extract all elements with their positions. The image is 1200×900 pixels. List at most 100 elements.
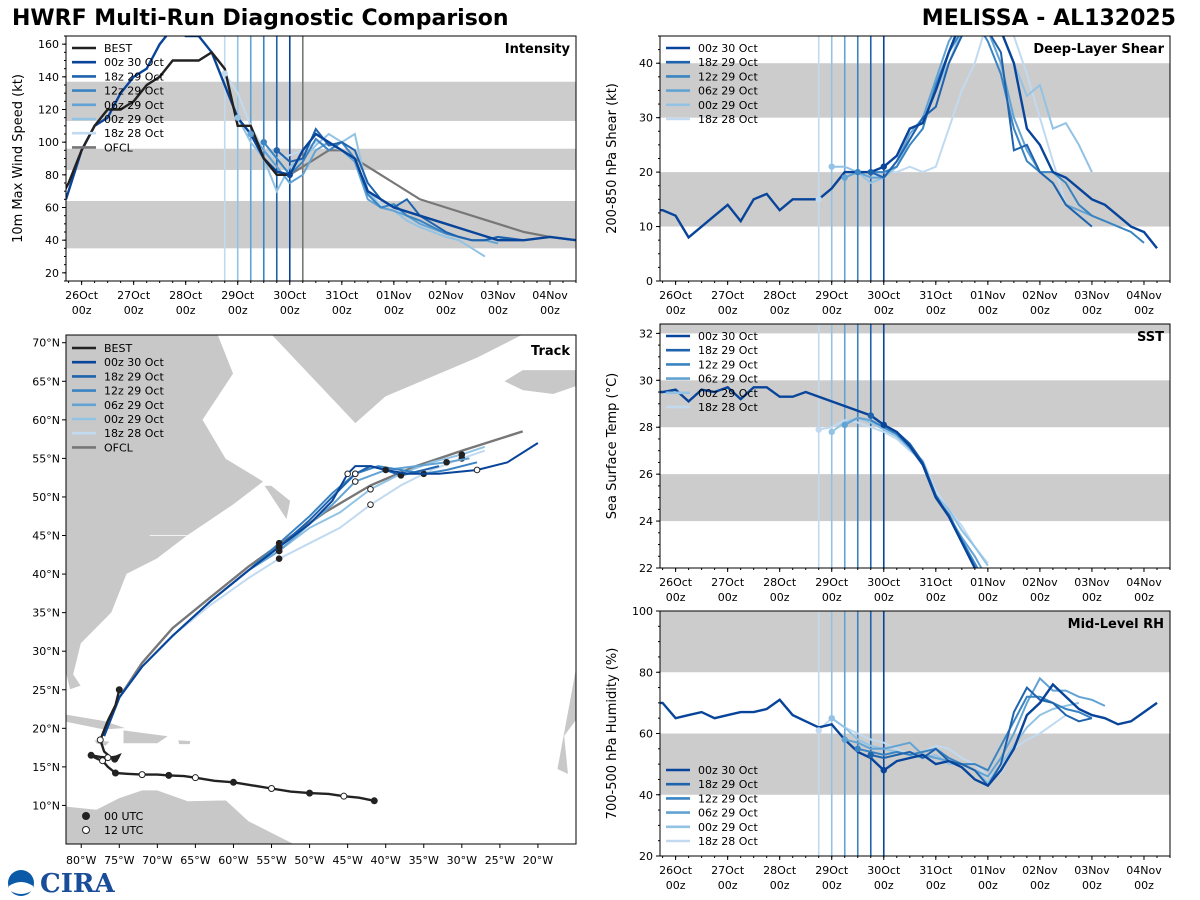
- shear-xtick-sublabel: 00z: [822, 304, 842, 317]
- shear-ylabel: 200-850 hPa Shear (kt): [605, 83, 620, 234]
- rh-title: Mid-Level RH: [1068, 617, 1164, 632]
- shear-xtick-sublabel: 00z: [718, 304, 738, 317]
- track-marker: [351, 470, 359, 478]
- track-legend-label: OFCL: [104, 441, 134, 454]
- track-ytick-label: 35°N: [32, 607, 60, 620]
- track-marker: [344, 470, 351, 478]
- track-marker: [382, 466, 390, 474]
- greenland-land: [270, 335, 523, 425]
- sst-xtick-label: 04Nov: [1126, 576, 1162, 589]
- shear-xtick-label: 01Nov: [970, 289, 1006, 302]
- intensity-ylabel: 10m Max Wind Speed (kt): [11, 74, 26, 243]
- intensity-ytick-label: 80: [45, 169, 59, 182]
- sst-legend-label: 12z 29 Oct: [698, 358, 758, 371]
- sst-xtick-sublabel: 00z: [822, 591, 842, 604]
- intensity-ytick-label: 20: [45, 267, 59, 280]
- shear-legend-label: 00z 30 Oct: [698, 42, 758, 55]
- noaa-wave-icon: [9, 882, 33, 894]
- track-marker-legend-symbol: [82, 826, 90, 834]
- rh-xtick-sublabel: 00z: [1134, 879, 1154, 892]
- rh-ytick-label: 60: [639, 728, 653, 741]
- intensity-ytick-label: 160: [38, 38, 59, 51]
- shear-shaded-band: [660, 63, 1170, 118]
- shear-legend-label: 06z 29 Oct: [698, 85, 758, 98]
- track-marker-legend-label: 12 UTC: [104, 824, 144, 837]
- shear-series-line: [660, 36, 1158, 250]
- africa-land: [556, 666, 576, 776]
- intensity-shaded-band: [66, 200, 576, 249]
- track-series-line: [103, 442, 539, 737]
- sst-init-point: [841, 421, 848, 429]
- shear-xtick-label: 04Nov: [1126, 289, 1162, 302]
- page-title: HWRF Multi-Run Diagnostic Comparison: [12, 6, 509, 31]
- intensity-legend-label: 00z 29 Oct: [104, 113, 164, 126]
- shear-shaded-band: [660, 172, 1170, 227]
- rh-series-line: [818, 714, 1067, 778]
- sst-panel: 22 24 26 28 30 32 26Oct 00z 27Oct 00z 28Oct 00z 29Oc…: [605, 323, 1171, 604]
- shear-ytick-label: 20: [639, 166, 653, 179]
- rh-ytick-label: 20: [639, 850, 653, 863]
- track-title: Track: [531, 344, 570, 359]
- intensity-legend-label: 18z 29 Oct: [104, 70, 164, 83]
- track-plot-area: [66, 335, 576, 844]
- rh-xtick-label: 04Nov: [1126, 864, 1162, 877]
- shear-xtick-sublabel: 00z: [1134, 304, 1154, 317]
- sst-legend-label: 00z 29 Oct: [698, 387, 758, 400]
- intensity-legend-label: OFCL: [104, 141, 134, 154]
- track-ytick-label: 20°N: [32, 722, 60, 735]
- rh-xtick-label: 29Oct: [815, 864, 849, 877]
- shear-title: Deep-Layer Shear: [1033, 42, 1164, 57]
- intensity-xtick-sublabel: 00z: [72, 304, 92, 317]
- track-xtick-label: 75°W: [104, 854, 134, 867]
- shear-xtick-label: 28Oct: [763, 289, 797, 302]
- track-panel: 80°W 75°W 70°W 65°W 60°W 55°W 50°W 45°W 40°W 35°W…: [32, 334, 577, 867]
- track-best-marker: [165, 771, 173, 779]
- rh-xtick-sublabel: 00z: [926, 879, 946, 892]
- rh-xtick-sublabel: 00z: [978, 879, 998, 892]
- rh-xtick-label: 30Oct: [867, 864, 901, 877]
- shear-xtick-sublabel: 00z: [926, 304, 946, 317]
- track-marker: [351, 478, 359, 485]
- rh-xtick-label: 01Nov: [970, 864, 1006, 877]
- track-best-marker: [138, 771, 146, 779]
- intensity-init-point: [273, 147, 280, 154]
- track-legend-label: BEST: [104, 342, 132, 355]
- intensity-series-line: [236, 117, 486, 258]
- sst-shaded-band: [660, 380, 1170, 428]
- intensity-ofcl-line: [289, 149, 576, 242]
- intensity-legend-label: 12z 29 Oct: [104, 85, 164, 98]
- track-ytick-label: 40°N: [32, 568, 60, 581]
- track-best-marker: [104, 754, 112, 762]
- intensity-xtick-sublabel: 00z: [540, 304, 560, 317]
- shear-init-point: [828, 163, 835, 170]
- intensity-xtick-label: 26Oct: [65, 289, 99, 302]
- shear-xtick-label: 30Oct: [867, 289, 901, 302]
- track-ytick-label: 65°N: [32, 375, 60, 388]
- rh-xtick-sublabel: 00z: [1082, 879, 1102, 892]
- intensity-xtick-label: 31Oct: [325, 289, 359, 302]
- intensity-ytick-label: 60: [45, 202, 59, 215]
- track-best-marker: [111, 769, 119, 777]
- track-marker: [367, 501, 374, 508]
- intensity-ytick-label: 100: [38, 136, 59, 149]
- sst-series-line: [818, 419, 989, 564]
- track-marker: [458, 451, 466, 458]
- sst-xtick-sublabel: 00z: [718, 591, 738, 604]
- sst-ytick-label: 24: [639, 515, 653, 528]
- track-marker-legend-symbol: [82, 812, 90, 820]
- intensity-xtick-label: 03Nov: [480, 289, 516, 302]
- sst-xtick-sublabel: 00z: [770, 591, 790, 604]
- track-best-marker: [115, 686, 123, 694]
- intensity-xtick-sublabel: 00z: [488, 304, 508, 317]
- sst-xtick-sublabel: 00z: [978, 591, 998, 604]
- track-xtick-label: 50°W: [294, 854, 324, 867]
- rh-plot-area: [660, 611, 1170, 856]
- rh-xtick-sublabel: 00z: [1030, 879, 1050, 892]
- shear-xtick-sublabel: 00z: [666, 304, 686, 317]
- rh-init-point: [854, 745, 861, 753]
- track-ytick-label: 45°N: [32, 530, 60, 543]
- sst-ytick-label: 28: [639, 421, 653, 434]
- intensity-xtick-label: 29Oct: [221, 289, 255, 302]
- sst-legend-label: 18z 28 Oct: [698, 401, 758, 414]
